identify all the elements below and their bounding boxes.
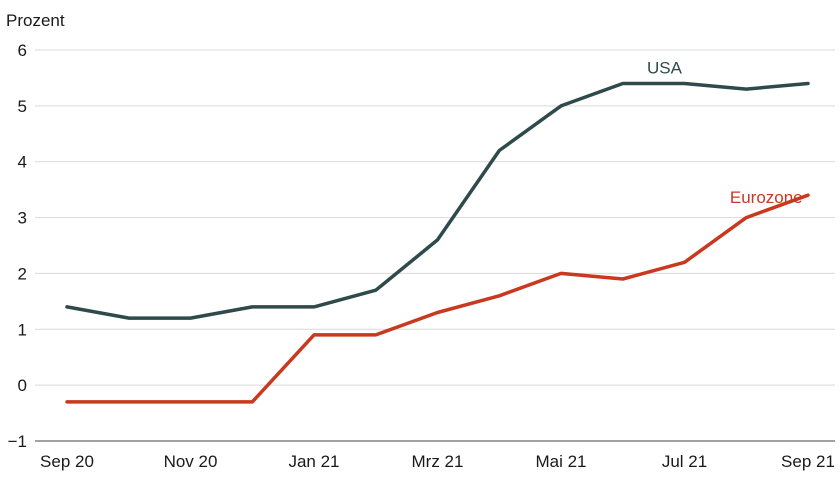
x-tick-label: Sep 21 [781, 452, 835, 471]
x-tick-label: Mrz 21 [412, 452, 464, 471]
y-axis-label: Prozent [6, 11, 65, 30]
series-labels: USA Eurozone [647, 59, 803, 208]
y-tick-labels: −1 0 1 2 3 4 5 6 [8, 41, 27, 451]
grid-layer [35, 49, 835, 442]
series-line-usa [65, 81, 810, 320]
y-tick-label: −1 [8, 432, 27, 451]
x-tick-label: Sep 20 [40, 452, 94, 471]
y-tick-label: 0 [18, 376, 27, 395]
x-tick-label: Mai 21 [535, 452, 586, 471]
series-line-eurozone [65, 193, 810, 404]
x-tick-labels: Sep 20 Nov 20 Jan 21 Mrz 21 Mai 21 Jul 21 Sep … [40, 452, 835, 471]
y-tick-label: 6 [18, 41, 27, 60]
series-label-eurozone: Eurozone [730, 188, 803, 207]
series-label-usa: USA [647, 59, 683, 78]
x-tick-label: Nov 20 [164, 452, 218, 471]
y-tick-label: 1 [18, 320, 27, 339]
y-tick-label: 4 [18, 153, 27, 172]
y-tick-label: 5 [18, 97, 27, 116]
x-tick-label: Jul 21 [662, 452, 707, 471]
x-tick-label: Jan 21 [288, 452, 339, 471]
series-layer [65, 81, 810, 404]
y-tick-label: 2 [18, 264, 27, 283]
y-tick-label: 3 [18, 209, 27, 228]
